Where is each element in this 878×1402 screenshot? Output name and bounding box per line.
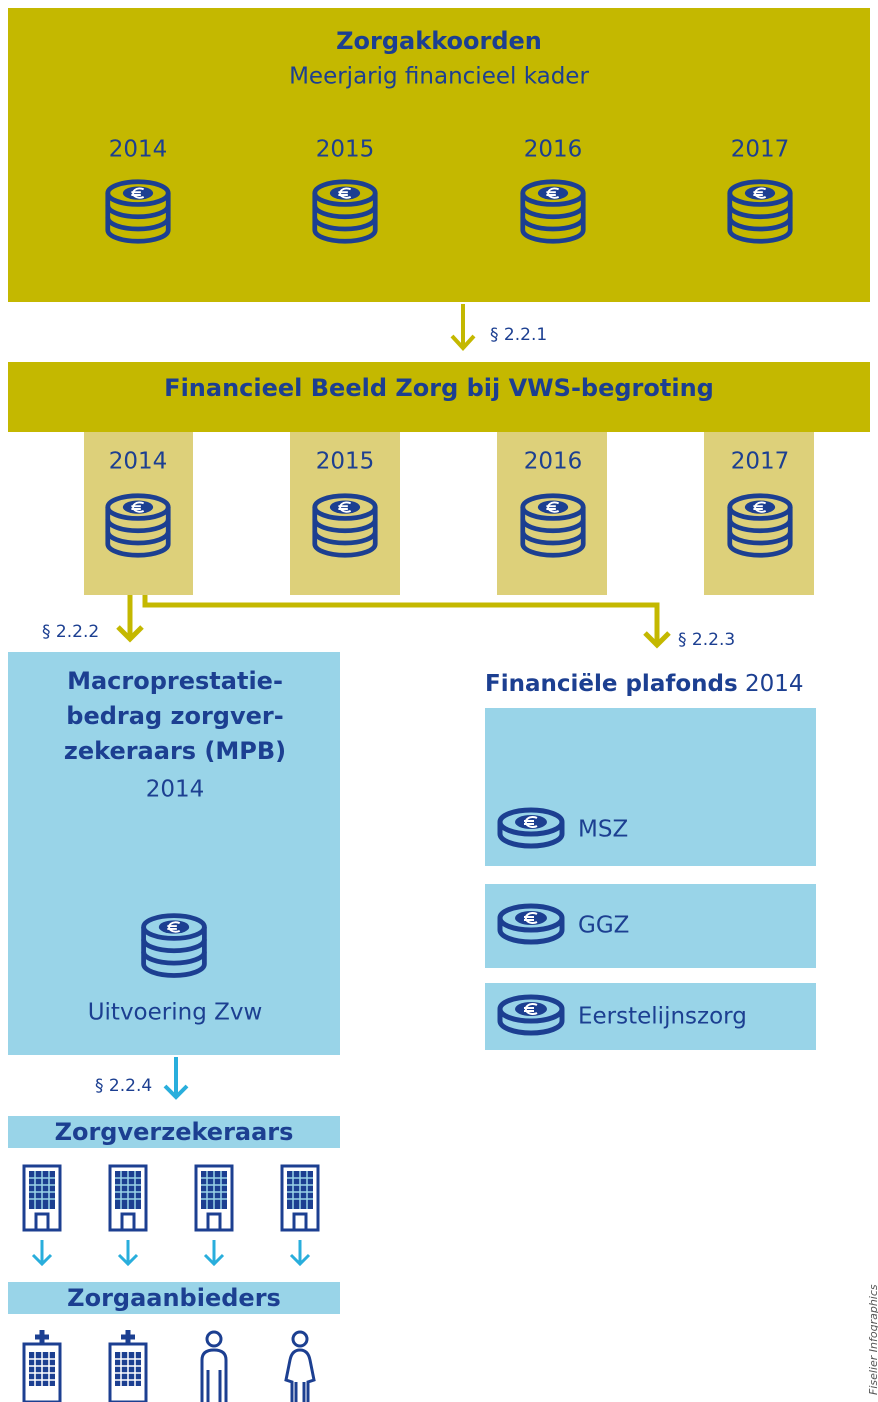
mpb-title: bedrag zorgver- [66,702,283,730]
plafond-box [485,884,816,968]
mpb-box [8,652,340,1055]
year: 2015 [316,449,375,475]
plafond-item: MSZ [578,817,628,843]
connectors [116,595,671,649]
year: 2014 [109,449,168,475]
year: 2015 [316,137,375,163]
middle-title: Financieel Beeld Zorg bij VWS-begroting [164,374,714,402]
top-box [8,8,870,302]
insurer-icons [22,1164,320,1267]
year: 2016 [524,137,583,163]
plafond-box [485,708,816,866]
step-label: § 2.2.4 [95,1076,152,1096]
step-label: § 2.2.3 [678,630,735,650]
plafonds-year: 2014 [745,671,804,697]
plafond-item: Eerstelijnszorg [578,1004,747,1030]
top-subtitle: Meerjarig financieel kader [289,64,589,90]
plafond-box [485,983,816,1050]
providers-title: Zorgaanbieders [67,1284,281,1312]
arrow [450,304,476,351]
providers-bar [8,1282,340,1314]
mpb-label: Uitvoering Zvw [88,1000,263,1026]
plafond-item: GGZ [578,913,629,939]
mpb-title: zekeraars (MPB) [64,737,286,765]
step-label: § 2.2.1 [490,325,547,345]
insurers-bar [8,1116,340,1148]
year: 2017 [731,449,790,475]
plafonds-title-bold: Financiële plafonds [485,671,738,697]
year: 2017 [731,137,790,163]
year: 2016 [524,449,583,475]
mpb-title: Macroprestatie- [67,667,283,695]
arrow [163,1057,189,1100]
insurers-title: Zorgverzekeraars [55,1118,294,1146]
plafonds-title: Financiële plafonds 2014 [485,671,804,697]
mpb-year: 2014 [146,777,205,803]
middle-years: 2014 2015 2016 2017 [84,432,814,595]
middle-box [8,362,870,432]
top-years: 2014 2015 2016 2017 [108,137,790,242]
provider-icons [24,1330,316,1402]
credit: Fiselier Infographics [867,1284,878,1395]
step-label: § 2.2.2 [42,622,99,642]
year: 2014 [109,137,168,163]
top-title: Zorgakkoorden [336,27,542,55]
